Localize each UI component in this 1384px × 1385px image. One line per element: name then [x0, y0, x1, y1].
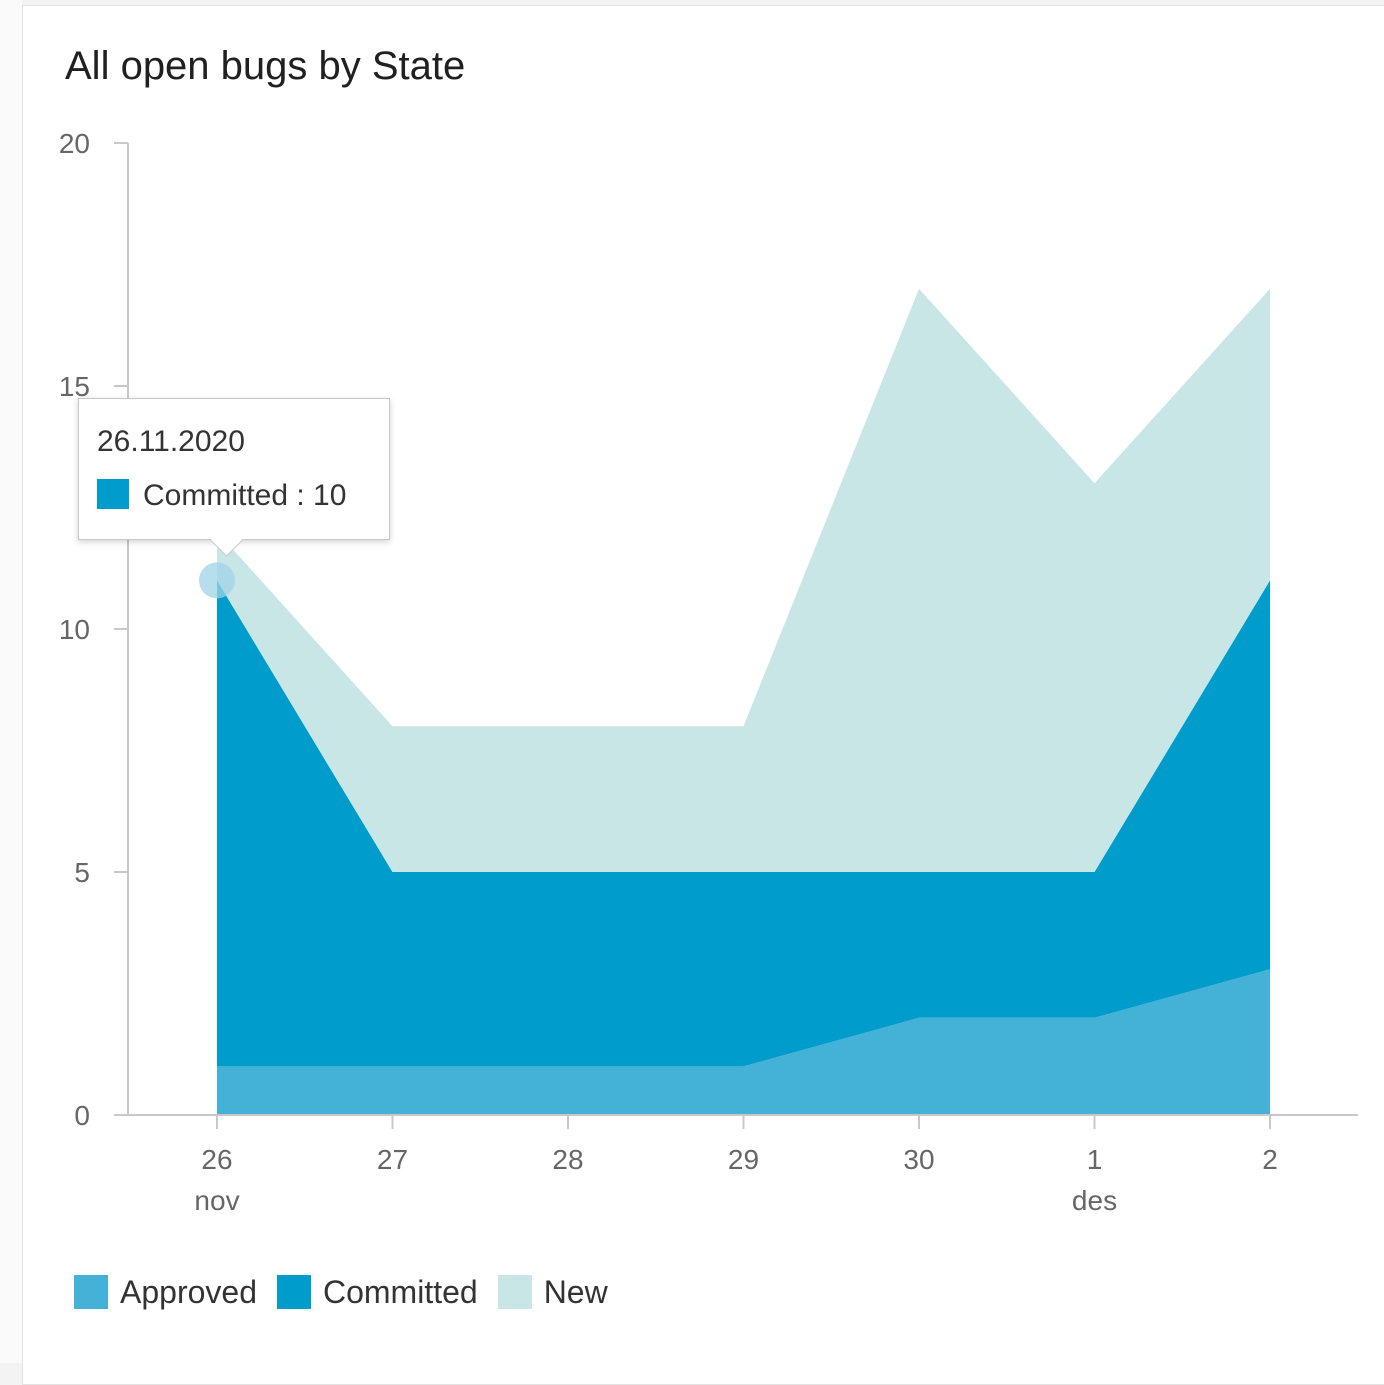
y-tick-label: 10 — [59, 614, 90, 645]
x-tick-label: 29 — [728, 1144, 759, 1175]
widget-title: All open bugs by State — [65, 44, 466, 88]
legend-item-approved[interactable]: Approved — [74, 1274, 257, 1311]
y-tick-label: 15 — [59, 371, 90, 402]
tooltip-date: 26.11.2020 — [97, 425, 245, 458]
chart-areas — [217, 288, 1270, 1115]
hover-point-marker — [199, 562, 235, 599]
chart-tooltip: 26.11.2020 Committed : 10 — [78, 398, 390, 540]
y-tick-label: 20 — [59, 128, 90, 159]
x-tick-label: 1 — [1087, 1144, 1103, 1175]
tooltip-swatch — [97, 479, 129, 509]
legend-swatch-new — [497, 1275, 532, 1309]
legend-label-new: New — [543, 1273, 608, 1310]
legend-item-committed[interactable]: Committed — [276, 1273, 478, 1311]
legend-swatch-approved — [74, 1275, 108, 1309]
area-new — [217, 288, 1270, 872]
chart-markers — [199, 562, 235, 599]
legend-label-approved: Approved — [120, 1273, 257, 1310]
x-month-label: des — [1072, 1185, 1117, 1216]
legend-swatch-committed — [276, 1275, 311, 1309]
y-tick-label: 5 — [74, 857, 90, 888]
legend-item-new[interactable]: New — [497, 1273, 608, 1311]
x-tick-label: 28 — [552, 1144, 583, 1175]
legend-label-committed: Committed — [322, 1273, 478, 1310]
x-tick-label: 26 — [201, 1144, 232, 1175]
x-tick-label: 30 — [903, 1144, 934, 1175]
x-tick-label: 27 — [377, 1144, 408, 1175]
chart-axes: 0 5 10 15 20 26 nov 27 28 29 30 1 des 2 — [59, 128, 1358, 1216]
chart-legend: Approved Committed New — [74, 1270, 628, 1314]
y-tick-label: 0 — [74, 1100, 90, 1131]
tooltip-value: Committed : 10 — [143, 479, 347, 512]
area-approved — [217, 969, 1270, 1115]
x-tick-label: 2 — [1262, 1144, 1278, 1175]
area-committed — [217, 580, 1270, 1067]
left-edge — [0, 0, 22, 1363]
x-month-label: nov — [194, 1185, 239, 1216]
